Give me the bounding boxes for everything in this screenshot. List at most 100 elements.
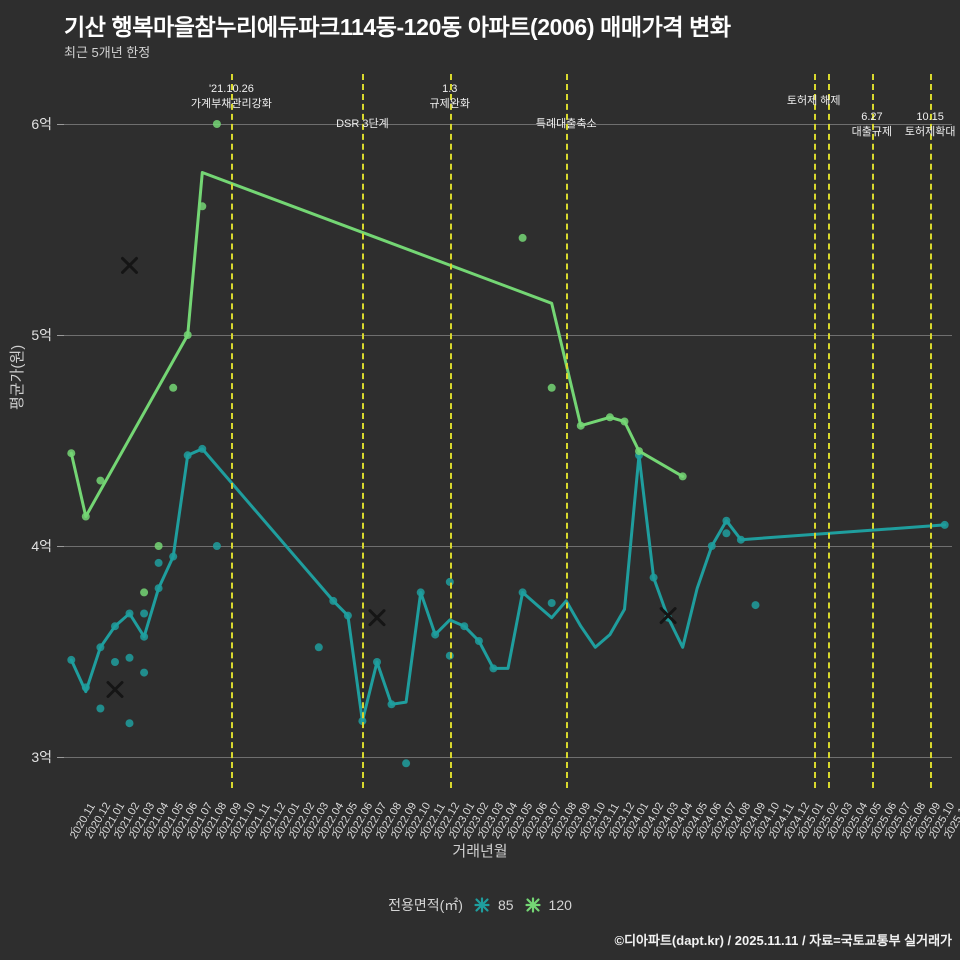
- data-point[interactable]: [518, 233, 527, 242]
- data-point[interactable]: [169, 383, 178, 392]
- x-tick-mark: [770, 827, 772, 833]
- data-point[interactable]: [707, 542, 716, 550]
- event-annotation-4: 특례대출축소: [536, 117, 597, 132]
- legend-item-120[interactable]: 120: [524, 896, 572, 914]
- gridline: [64, 124, 952, 125]
- data-point[interactable]: [678, 472, 687, 481]
- data-point[interactable]: [81, 683, 90, 692]
- x-tick-mark: [260, 827, 262, 833]
- x-tick-mark: [420, 827, 422, 833]
- legend-item-85[interactable]: 85: [473, 896, 514, 914]
- data-point[interactable]: [183, 331, 192, 339]
- x-tick-mark: [508, 827, 509, 833]
- legend-label-85: 85: [497, 897, 514, 913]
- data-point[interactable]: [125, 719, 134, 728]
- data-point[interactable]: [635, 447, 643, 456]
- event-date: '21.10.26: [208, 83, 254, 95]
- x-tick-mark: [580, 827, 582, 833]
- data-point[interactable]: [96, 704, 105, 713]
- mean-x-marker-icon: [659, 607, 677, 625]
- x-tick-mark: [245, 827, 247, 833]
- chart-legend: 전용면적(㎡) 85 120: [0, 895, 960, 915]
- x-tick-mark: [551, 827, 553, 833]
- data-point[interactable]: [460, 622, 469, 631]
- data-point[interactable]: [722, 529, 731, 538]
- series-85: [67, 444, 949, 768]
- data-point[interactable]: [96, 476, 105, 485]
- data-point[interactable]: [111, 622, 119, 631]
- data-point[interactable]: [402, 759, 411, 768]
- event-date: 6.27: [861, 111, 883, 123]
- data-point[interactable]: [81, 512, 90, 521]
- data-point[interactable]: [751, 601, 760, 610]
- footer-credit: ©디아파트(dapt.kr) / 2025.11.11 / 자료=국토교통부 실…: [614, 933, 952, 948]
- x-tick-mark: [187, 827, 189, 833]
- data-point[interactable]: [198, 202, 207, 211]
- data-point[interactable]: [67, 449, 76, 458]
- data-point[interactable]: [605, 413, 614, 422]
- data-point[interactable]: [67, 655, 76, 664]
- data-point[interactable]: [576, 421, 585, 430]
- x-tick-mark: [478, 827, 480, 833]
- y-tick-mark: [57, 335, 64, 336]
- data-point[interactable]: [212, 542, 221, 550]
- data-point[interactable]: [125, 653, 134, 662]
- event-annotation-1: '21.10.26 가계부채관리강화: [191, 82, 272, 112]
- data-point[interactable]: [125, 609, 134, 618]
- data-point[interactable]: [736, 535, 745, 544]
- data-point[interactable]: [387, 700, 396, 709]
- x-tick-mark: [944, 827, 946, 833]
- data-point[interactable]: [140, 632, 149, 641]
- y-tick-label: 4억: [31, 538, 52, 554]
- data-point[interactable]: [445, 577, 454, 586]
- data-point[interactable]: [518, 588, 527, 597]
- x-tick-mark: [784, 827, 786, 833]
- legend-label-120: 120: [548, 897, 572, 913]
- data-point[interactable]: [212, 120, 221, 128]
- data-point[interactable]: [649, 573, 658, 582]
- gridline: [64, 757, 952, 758]
- x-tick-mark: [711, 827, 713, 833]
- event-text: 토허제확대: [904, 126, 956, 138]
- data-point[interactable]: [373, 658, 381, 666]
- y-tick-label: 3억: [31, 749, 52, 765]
- x-tick-mark: [566, 827, 568, 833]
- data-point[interactable]: [620, 417, 629, 426]
- data-point[interactable]: [358, 717, 367, 726]
- data-point[interactable]: [489, 664, 498, 673]
- data-point[interactable]: [96, 643, 105, 652]
- data-point[interactable]: [140, 668, 149, 677]
- data-point[interactable]: [154, 584, 163, 593]
- data-point[interactable]: [154, 558, 163, 567]
- data-point[interactable]: [140, 588, 149, 597]
- data-point[interactable]: [198, 444, 207, 453]
- data-point[interactable]: [416, 588, 425, 597]
- data-point[interactable]: [474, 637, 483, 645]
- data-point[interactable]: [111, 658, 119, 666]
- event-text: 규제완화: [429, 98, 471, 110]
- x-tick-mark: [435, 827, 437, 833]
- data-point[interactable]: [140, 609, 149, 618]
- x-tick-mark: [595, 827, 597, 833]
- data-point[interactable]: [183, 451, 192, 460]
- data-point[interactable]: [445, 651, 454, 660]
- mean-x-marker-icon: [106, 681, 124, 698]
- x-tick-mark: [915, 827, 917, 833]
- x-tick-mark: [537, 827, 539, 833]
- data-point[interactable]: [547, 383, 556, 392]
- data-point[interactable]: [722, 516, 731, 525]
- data-point[interactable]: [154, 542, 163, 550]
- x-tick-mark: [871, 827, 873, 833]
- x-tick-mark: [857, 827, 859, 833]
- data-point[interactable]: [343, 611, 352, 620]
- data-point[interactable]: [329, 596, 338, 605]
- gridline: [64, 335, 952, 336]
- data-point[interactable]: [940, 520, 949, 529]
- data-point[interactable]: [314, 643, 323, 652]
- event-date: 1.3: [442, 83, 458, 95]
- y-axis-label: 평균가(원): [9, 344, 26, 410]
- data-point[interactable]: [431, 630, 440, 639]
- data-point[interactable]: [547, 599, 556, 607]
- data-point[interactable]: [169, 552, 178, 561]
- event-annotation-3: 1.3 규제완화: [430, 82, 470, 112]
